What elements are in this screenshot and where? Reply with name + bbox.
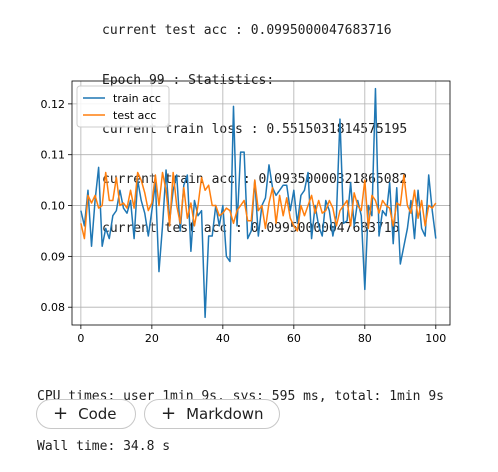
x-tick-label: 80 [358, 332, 372, 345]
y-tick-label: 0.12 [41, 98, 66, 111]
x-tick-label: 20 [145, 332, 159, 345]
x-tick-label: 60 [287, 332, 301, 345]
plus-icon: + [161, 405, 176, 423]
add-markdown-label: Markdown [186, 405, 263, 423]
add-code-button[interactable]: + Code [36, 399, 136, 429]
legend-label: test acc [113, 109, 156, 122]
output-line: current test acc : 0.0995000047683716 [102, 23, 407, 40]
y-tick-label: 0.11 [41, 149, 66, 162]
y-tick-label: 0.10 [41, 200, 66, 213]
accuracy-plot: 0 20 40 60 80 100 0.08 0.09 0.10 0.11 0.12 train ac… [32, 74, 452, 350]
x-tick-label: 40 [216, 332, 230, 345]
y-tick-label: 0.09 [41, 250, 66, 263]
add-code-label: Code [78, 405, 116, 423]
wall-time-line: Wall time: 34.8 s [37, 439, 444, 456]
plus-icon: + [53, 405, 68, 423]
y-tick-label: 0.08 [41, 301, 66, 314]
add-markdown-button[interactable]: + Markdown [144, 399, 280, 429]
x-tick-label: 100 [425, 332, 446, 345]
accuracy-chart-svg: 0 20 40 60 80 100 0.08 0.09 0.10 0.11 0.12 train ac… [32, 74, 452, 350]
x-tick-label: 0 [77, 332, 84, 345]
chart-legend: train acc test acc [77, 86, 169, 127]
legend-label: train acc [113, 92, 161, 105]
